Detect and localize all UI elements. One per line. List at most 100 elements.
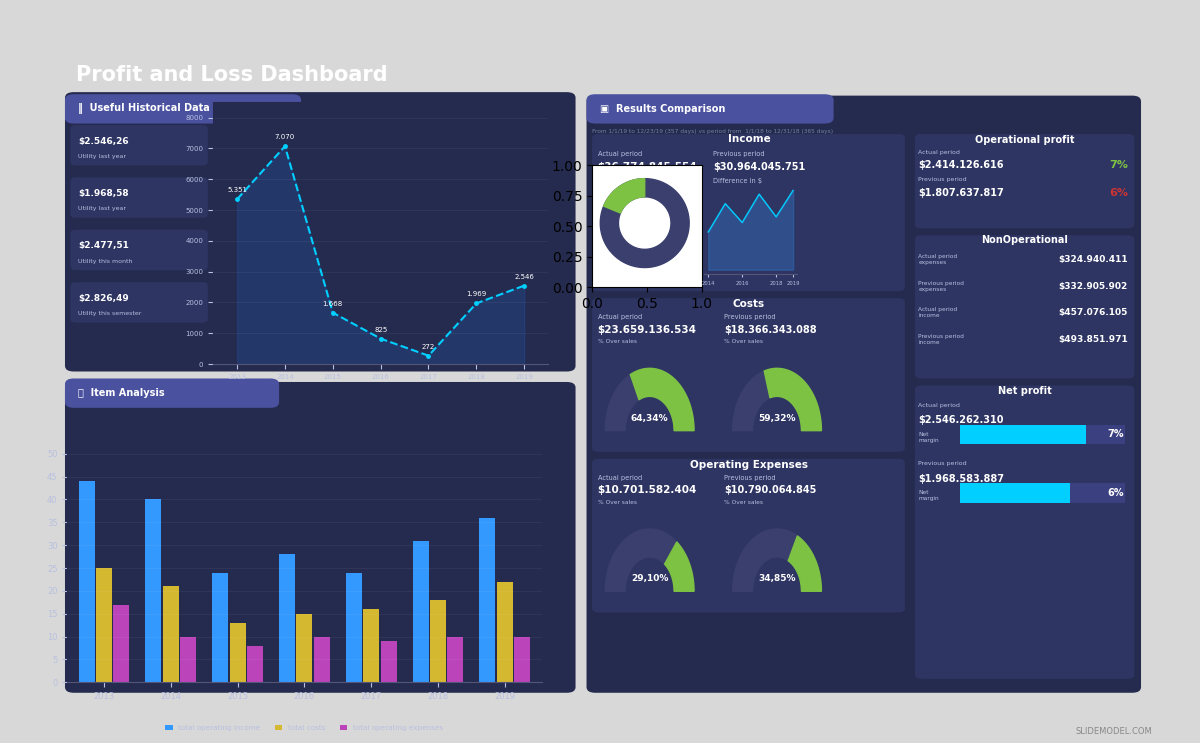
Text: SLIDEMODEL.COM: SLIDEMODEL.COM (1075, 727, 1152, 736)
Text: Actual period: Actual period (598, 151, 642, 157)
Text: Previous period: Previous period (918, 177, 967, 182)
FancyBboxPatch shape (587, 96, 1141, 692)
Text: NonOperational: NonOperational (982, 236, 1068, 245)
Text: Utility last year: Utility last year (78, 207, 126, 211)
Polygon shape (665, 542, 694, 591)
Text: 825: 825 (374, 327, 388, 333)
Bar (430, 600, 446, 682)
FancyBboxPatch shape (587, 94, 834, 123)
Text: 7.070: 7.070 (275, 134, 295, 140)
Bar (145, 499, 161, 682)
Bar (346, 573, 361, 682)
Text: Net profit: Net profit (997, 386, 1051, 396)
Bar (960, 483, 1069, 503)
Text: 2.546: 2.546 (515, 273, 534, 279)
Text: $2.546,26: $2.546,26 (78, 137, 128, 146)
Text: 7%: 7% (1109, 160, 1128, 170)
Text: Net
margin: Net margin (918, 432, 938, 443)
Bar (480, 518, 496, 682)
Text: Difference in $: Difference in $ (713, 178, 762, 184)
Text: Previous period
income: Previous period income (918, 334, 964, 345)
Text: $36.774.845.554: $36.774.845.554 (598, 162, 697, 172)
Text: $2.546.262.310: $2.546.262.310 (918, 415, 1003, 426)
Text: 1.969: 1.969 (467, 291, 486, 297)
Text: $10.701.582.404: $10.701.582.404 (598, 485, 697, 496)
Legend: total operating income, total costs, total operating expenses: total operating income, total costs, tot… (162, 722, 446, 734)
Text: 272: 272 (422, 344, 436, 350)
Text: Utility this month: Utility this month (78, 259, 133, 264)
Bar (364, 609, 379, 682)
Polygon shape (764, 369, 822, 431)
Text: 18,77%: 18,77% (626, 218, 664, 227)
Polygon shape (733, 529, 822, 591)
Text: 29,10%: 29,10% (631, 574, 668, 583)
FancyBboxPatch shape (71, 178, 208, 218)
Text: From 1/1/19 to 12/23/19 (357 days) vs period from  1/1/18 to 12/31/18 (365 days): From 1/1/19 to 12/23/19 (357 days) vs pe… (592, 129, 833, 134)
Text: ⦿  Item Analysis: ⦿ Item Analysis (78, 388, 164, 398)
Polygon shape (788, 536, 822, 591)
FancyBboxPatch shape (65, 378, 280, 408)
Text: 1.668: 1.668 (323, 301, 343, 307)
FancyBboxPatch shape (65, 94, 301, 123)
Text: ▣  Results Comparison: ▣ Results Comparison (600, 104, 725, 114)
FancyBboxPatch shape (592, 298, 905, 452)
Bar (113, 605, 130, 682)
Text: Utility last year: Utility last year (78, 154, 126, 159)
FancyBboxPatch shape (914, 134, 1134, 228)
Polygon shape (733, 369, 822, 431)
Text: Previous period
expenses: Previous period expenses (918, 281, 964, 292)
Polygon shape (605, 369, 694, 431)
Text: $493.851.971: $493.851.971 (1058, 335, 1128, 344)
Bar (96, 568, 112, 682)
Text: Costs: Costs (733, 299, 766, 309)
Text: $23.659.136.534: $23.659.136.534 (598, 325, 696, 334)
Text: Actual period
expenses: Actual period expenses (918, 254, 958, 265)
Text: 64,34%: 64,34% (631, 414, 668, 423)
Text: $457.076.105: $457.076.105 (1058, 308, 1128, 317)
Text: % Over sales: % Over sales (724, 499, 763, 504)
Bar (380, 641, 396, 682)
Text: $1.807.637.817: $1.807.637.817 (918, 188, 1004, 198)
Polygon shape (604, 178, 644, 213)
FancyBboxPatch shape (914, 386, 1134, 679)
Text: Utility this semester: Utility this semester (78, 311, 142, 316)
FancyBboxPatch shape (71, 125, 208, 166)
Text: $324.940.411: $324.940.411 (1058, 256, 1128, 265)
Text: Profit and Loss Dashboard: Profit and Loss Dashboard (76, 65, 388, 85)
Bar (960, 483, 1124, 503)
Text: 6%: 6% (1109, 188, 1128, 198)
Bar (960, 424, 1124, 444)
Bar (514, 637, 530, 682)
Text: 6%: 6% (1106, 488, 1123, 498)
FancyBboxPatch shape (592, 134, 905, 291)
Text: Previous period: Previous period (724, 314, 775, 320)
Text: 34,85%: 34,85% (758, 574, 796, 583)
Text: Operational profit: Operational profit (974, 134, 1074, 145)
Text: $5.810.799.803: $5.810.799.803 (713, 189, 798, 200)
Text: Net
margin: Net margin (918, 490, 938, 502)
Text: $2.414.126.616: $2.414.126.616 (918, 160, 1003, 170)
Bar (212, 573, 228, 682)
Text: $10.790.064.845: $10.790.064.845 (724, 485, 816, 496)
Text: % Over sales: % Over sales (724, 339, 763, 344)
FancyBboxPatch shape (71, 230, 208, 270)
Bar (78, 481, 95, 682)
Polygon shape (605, 529, 694, 591)
Text: $18.366.343.088: $18.366.343.088 (724, 325, 816, 334)
Text: 5.351: 5.351 (227, 187, 247, 193)
Text: Actual period: Actual period (598, 314, 642, 320)
Text: $1.968,58: $1.968,58 (78, 189, 128, 198)
Bar (313, 637, 330, 682)
Bar (413, 541, 428, 682)
FancyBboxPatch shape (592, 458, 905, 612)
FancyBboxPatch shape (914, 236, 1134, 378)
Bar (180, 637, 196, 682)
Text: % Over sales: % Over sales (598, 339, 636, 344)
Text: $332.905.902: $332.905.902 (1058, 282, 1128, 291)
Text: 7%: 7% (1106, 429, 1123, 439)
Bar (163, 586, 179, 682)
FancyBboxPatch shape (65, 92, 576, 372)
Bar (296, 614, 312, 682)
Text: $30.964.045.751: $30.964.045.751 (713, 162, 805, 172)
Text: Income: Income (727, 134, 770, 144)
